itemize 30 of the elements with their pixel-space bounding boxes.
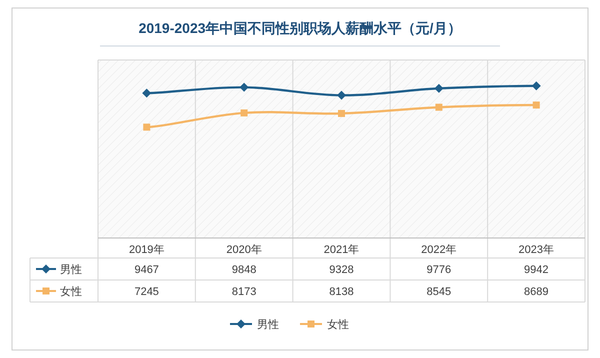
data-label: 7245 [134, 286, 159, 298]
data-label: 8138 [329, 286, 354, 298]
point [532, 81, 541, 90]
x-tick-label: 2020年 [226, 244, 262, 256]
point [142, 88, 152, 98]
x-tick-label: 2021年 [324, 244, 360, 256]
data-label: 9467 [134, 264, 159, 276]
x-tick-label: 2023年 [518, 244, 554, 256]
point [240, 82, 249, 92]
data-label: 8689 [524, 286, 549, 298]
data-label: 8545 [426, 286, 452, 298]
point [435, 104, 442, 111]
text: 男性 [257, 319, 279, 331]
point [338, 110, 345, 117]
point [434, 84, 444, 93]
legend-label: 女性 [60, 286, 82, 298]
point [240, 109, 248, 116]
data-label: 9776 [426, 264, 452, 276]
point [143, 124, 150, 131]
point [532, 102, 540, 109]
data-label: 9328 [329, 264, 354, 276]
x-tick-label: 2022年 [421, 244, 457, 256]
data-label: 9848 [232, 264, 256, 276]
chart-title: 2019-2023年中国不同性别职场人薪酬水平（元/月） [138, 20, 462, 36]
legend-label: 男性 [60, 264, 82, 276]
point [337, 90, 346, 100]
data-label: 8173 [232, 286, 256, 298]
text: 女性 [327, 319, 349, 331]
x-tick-label: 2019年 [128, 244, 164, 256]
data-label: 9942 [524, 264, 549, 276]
